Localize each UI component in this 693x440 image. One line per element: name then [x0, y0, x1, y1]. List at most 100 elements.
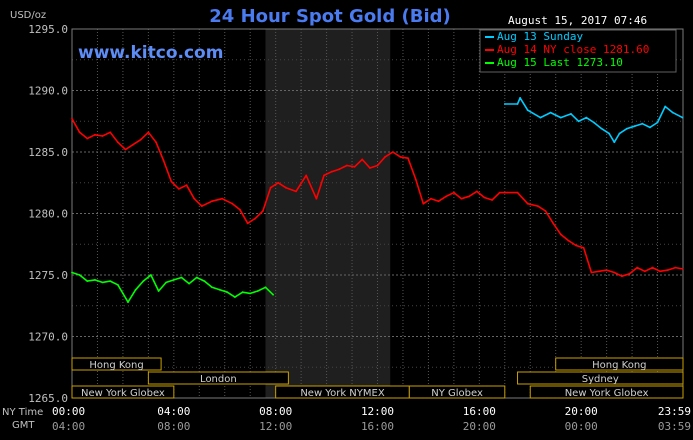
series-point: [468, 195, 471, 198]
series-point: [636, 266, 639, 269]
legend-entry: Aug 15 Last 1273.10: [497, 56, 623, 69]
series-point: [544, 210, 547, 212]
series-point: [234, 296, 236, 298]
watermark: www.kitco.com: [78, 43, 223, 63]
series-point: [78, 131, 81, 134]
y-tick-label: 1290.0: [28, 85, 68, 98]
session-bar: [71, 357, 162, 371]
series-point: [483, 196, 486, 199]
session-bar: [71, 385, 175, 399]
series-point: [305, 174, 308, 177]
session-bar: [408, 385, 506, 399]
series-point: [200, 205, 203, 208]
series-point: [86, 280, 89, 282]
series-point: [116, 283, 119, 286]
series-point: [618, 132, 621, 135]
x-tick-gmt: 03:59: [658, 420, 691, 433]
series-point: [211, 286, 213, 289]
series-point: [475, 190, 478, 193]
series-point: [241, 291, 244, 294]
series-line-1: [71, 118, 683, 278]
series-point: [180, 276, 183, 279]
series-point: [453, 191, 455, 194]
series-point: [641, 122, 644, 125]
series-point: [139, 138, 142, 141]
series-point: [598, 270, 600, 273]
series-point: [437, 200, 440, 203]
ny-time-label: NY Time: [2, 407, 43, 418]
series-point: [567, 239, 570, 242]
legend-entry: Aug 13 Sunday: [497, 30, 583, 43]
series-point: [664, 105, 667, 108]
session-label: New York Globex: [81, 388, 165, 399]
series-point: [172, 279, 175, 281]
series-point: [577, 120, 580, 123]
series-point: [519, 97, 521, 99]
session-label: NY Globex: [431, 388, 483, 399]
series-point: [516, 103, 519, 105]
series-point: [414, 178, 417, 181]
series-point: [491, 199, 493, 201]
series-point: [649, 126, 651, 129]
series-point: [239, 208, 241, 211]
series-point: [116, 141, 119, 144]
series-point: [628, 272, 631, 275]
series-point: [122, 292, 124, 295]
series-point: [681, 268, 684, 270]
series-point: [94, 279, 96, 281]
series-point: [537, 205, 539, 208]
series-point: [165, 281, 168, 284]
series-point: [605, 269, 608, 271]
series-point: [178, 188, 180, 190]
series-point: [338, 168, 341, 171]
series-point: [506, 191, 509, 194]
series-point: [132, 143, 135, 146]
series-point: [226, 291, 229, 294]
series-point: [249, 292, 252, 295]
timestamp: August 15, 2017 07:46: [508, 14, 647, 27]
series-point: [666, 269, 669, 271]
series-point: [608, 132, 611, 135]
series-point: [376, 164, 379, 167]
series-point: [262, 210, 264, 212]
series-point: [246, 222, 249, 225]
series-point: [221, 197, 224, 200]
series-point: [549, 111, 552, 114]
series-point: [391, 151, 394, 153]
series-point: [460, 197, 463, 200]
series-point: [211, 200, 213, 203]
series-line-2: [71, 271, 274, 303]
x-tick-ny: 00:00: [52, 405, 85, 418]
series-point: [127, 301, 129, 303]
series-point: [585, 116, 588, 119]
series-point: [101, 281, 104, 284]
series-point: [157, 290, 160, 292]
series-point: [193, 197, 196, 200]
series-point: [170, 180, 173, 183]
series-point: [621, 275, 623, 278]
series-point: [643, 270, 646, 273]
series-point: [272, 293, 274, 296]
y-tick-label: 1265.0: [28, 392, 68, 405]
series-point: [430, 197, 432, 200]
series-point: [526, 109, 529, 112]
series-point: [101, 135, 104, 137]
session-bar: [529, 385, 684, 399]
series-layer: [71, 97, 684, 303]
series-point: [142, 280, 145, 282]
series-point: [254, 217, 257, 220]
series-point: [407, 157, 409, 160]
series-point: [78, 274, 81, 276]
series-point: [384, 156, 386, 158]
legend-box: [479, 29, 677, 73]
series-point: [346, 164, 348, 167]
y-tick-label: 1285.0: [28, 146, 68, 159]
series-point: [552, 222, 555, 225]
series-point: [109, 131, 112, 134]
series-point: [651, 266, 654, 269]
series-point: [295, 190, 297, 193]
series-point: [285, 186, 287, 189]
x-tick-ny: 16:00: [463, 405, 496, 418]
series-point: [330, 170, 333, 173]
